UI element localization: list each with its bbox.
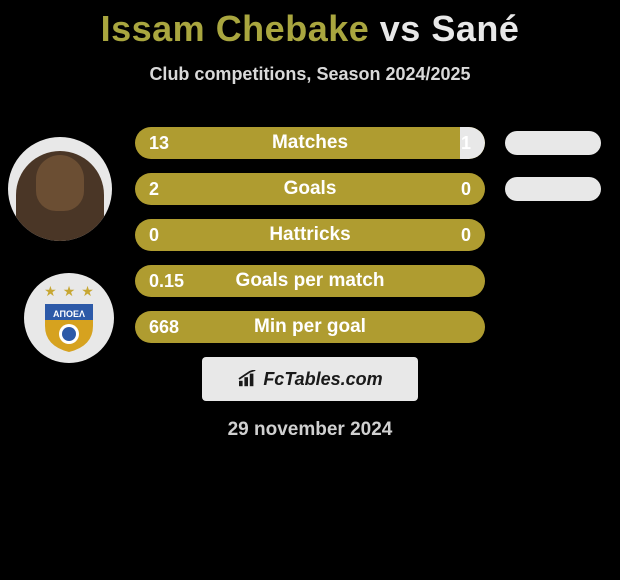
date-text: 29 november 2024 <box>0 419 620 441</box>
stat-value-right: 1 <box>461 133 471 154</box>
stat-row: ★ ★ ★ ΑΠΟΕΛ 13 Matches 1 <box>0 127 620 159</box>
stat-bar: 668 Min per goal <box>135 311 485 343</box>
stat-bar: 2 Goals 0 <box>135 173 485 205</box>
stat-bar: 0 Hattricks 0 <box>135 219 485 251</box>
stat-label: Goals per match <box>135 270 485 292</box>
stat-label: Goals <box>135 178 485 200</box>
stat-label: Hattricks <box>135 224 485 246</box>
player2-name: Sané <box>431 8 519 49</box>
stat-bar: 13 Matches 1 <box>135 127 485 159</box>
page-title: Issam Chebake vs Sané <box>0 0 620 50</box>
stat-value-right: 0 <box>461 225 471 246</box>
stat-row: 0 Hattricks 0 <box>0 219 620 251</box>
blank-pill <box>505 177 601 201</box>
brand-box[interactable]: FcTables.com <box>202 357 418 401</box>
player1-name: Issam Chebake <box>101 8 370 49</box>
stat-row: 2 Goals 0 <box>0 173 620 205</box>
blank-pill <box>505 131 601 155</box>
vs-text: vs <box>380 8 421 49</box>
stat-value-right: 0 <box>461 179 471 200</box>
brand-text: FcTables.com <box>263 369 382 390</box>
stat-row: 668 Min per goal <box>0 311 620 343</box>
subtitle: Club competitions, Season 2024/2025 <box>0 64 620 85</box>
stat-label: Matches <box>135 132 485 154</box>
stat-row: 0.15 Goals per match <box>0 265 620 297</box>
chart-icon <box>237 370 259 388</box>
stat-bar: 0.15 Goals per match <box>135 265 485 297</box>
stats-area: ★ ★ ★ ΑΠΟΕΛ 13 Matches 1 <box>0 127 620 343</box>
stat-label: Min per goal <box>135 316 485 338</box>
